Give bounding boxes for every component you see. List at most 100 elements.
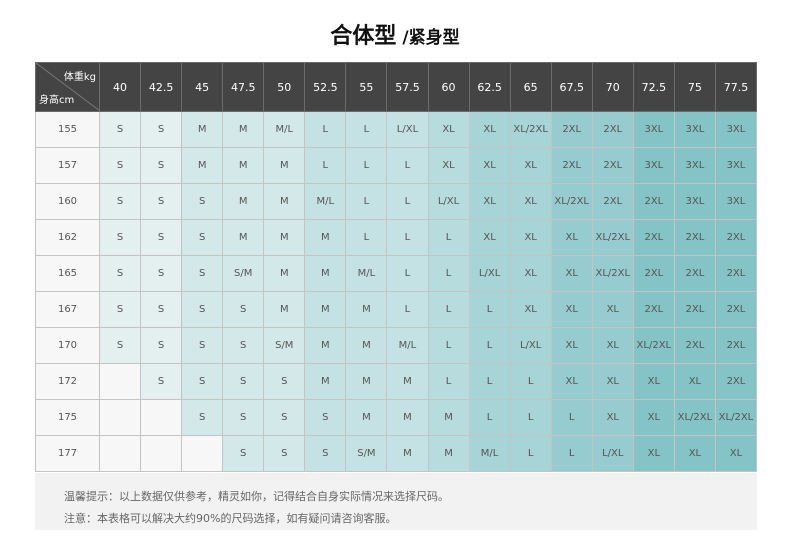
table-row: 157 S S M M M L L L XL XL XL 2XL 2XL 3XL 3XL 3XL xyxy=(35,147,758,184)
weight-header: 47.5 xyxy=(222,62,265,112)
size-cell: 2XL xyxy=(714,219,758,256)
size-cell: XL xyxy=(509,219,552,256)
size-cell: 3XL xyxy=(714,111,758,148)
size-cell: S xyxy=(181,183,224,220)
size-cell: S xyxy=(181,255,224,292)
size-cell: 2XL xyxy=(714,291,758,328)
size-cell: M/L xyxy=(386,327,429,364)
size-cell: M xyxy=(263,147,306,184)
size-cell: 2XL xyxy=(591,147,634,184)
size-cell: S xyxy=(181,399,224,436)
size-cell: M/L xyxy=(263,111,306,148)
height-cell: 170 xyxy=(35,327,100,364)
size-cell: M xyxy=(345,327,388,364)
size-cell: L xyxy=(386,219,429,256)
size-cell: M xyxy=(222,147,265,184)
size-cell: M xyxy=(222,219,265,256)
size-cell: M/L xyxy=(345,255,388,292)
size-cell: L xyxy=(427,327,470,364)
size-cell: XL xyxy=(550,219,593,256)
size-cell xyxy=(181,435,224,472)
size-cell: 2XL xyxy=(714,327,758,364)
weight-header: 72.5 xyxy=(632,62,675,112)
height-cell: 177 xyxy=(35,435,100,472)
weight-header: 40 xyxy=(98,62,142,112)
size-cell: S xyxy=(181,291,224,328)
size-cell: M xyxy=(263,183,306,220)
size-cell: S xyxy=(263,399,306,436)
size-cell: XL xyxy=(468,183,511,220)
size-cell: XL xyxy=(509,291,552,328)
size-cell: L xyxy=(509,435,552,472)
height-cell: 175 xyxy=(35,399,100,436)
weight-header: 42.5 xyxy=(140,62,183,112)
size-cell: XL xyxy=(632,363,675,400)
size-cell: M xyxy=(263,219,306,256)
size-cell: 3XL xyxy=(632,147,675,184)
size-cell: S xyxy=(304,435,347,472)
size-cell: XL xyxy=(591,399,634,436)
height-label: 身高cm xyxy=(39,95,75,106)
size-cell: M xyxy=(222,111,265,148)
size-cell: M xyxy=(222,183,265,220)
weight-header: 57.5 xyxy=(386,62,429,112)
size-cell: M xyxy=(181,147,224,184)
size-cell: 3XL xyxy=(632,111,675,148)
size-cell: S xyxy=(140,327,183,364)
size-cell: 2XL xyxy=(632,255,675,292)
size-cell: L xyxy=(468,327,511,364)
size-cell: 2XL xyxy=(714,255,758,292)
size-cell: S xyxy=(98,147,142,184)
size-cell: S xyxy=(181,363,224,400)
size-cell: XL xyxy=(591,363,634,400)
size-cell: S xyxy=(98,291,142,328)
size-cell: L xyxy=(304,111,347,148)
size-cell: L xyxy=(345,147,388,184)
size-cell: S xyxy=(98,327,142,364)
size-cell: XL/2XL xyxy=(714,399,758,436)
size-cell: 2XL xyxy=(591,111,634,148)
size-chart-table: 体重kg 身高cm 40 42.5 45 47.5 50 52.5 55 57.5 60 62.5… xyxy=(35,62,758,472)
size-cell: XL xyxy=(550,291,593,328)
size-cell: L xyxy=(468,291,511,328)
size-cell: L xyxy=(468,399,511,436)
table-row: 155 S S M M M/L L L L/XL XL XL XL/2XL 2XL 2XL 3XL 3XL 3X… xyxy=(35,111,758,148)
size-cell xyxy=(140,435,183,472)
size-cell: M xyxy=(386,363,429,400)
size-cell: XL xyxy=(427,111,470,148)
size-cell: XL xyxy=(632,399,675,436)
size-cell: XL xyxy=(550,255,593,292)
height-cell: 157 xyxy=(35,147,100,184)
size-cell: 3XL xyxy=(714,147,758,184)
size-cell: S xyxy=(98,255,142,292)
height-cell: 165 xyxy=(35,255,100,292)
height-cell: 162 xyxy=(35,219,100,256)
weight-header: 62.5 xyxy=(468,62,511,112)
size-cell: XL xyxy=(591,291,634,328)
note-text: 注意：本表格可以解决大约90%的尺码选择，如有疑问请咨询客服。 xyxy=(64,512,397,525)
size-cell: L xyxy=(427,291,470,328)
size-cell: S xyxy=(140,147,183,184)
size-cell: M xyxy=(263,291,306,328)
size-cell: L xyxy=(345,111,388,148)
size-cell xyxy=(98,363,142,400)
size-cell: L xyxy=(427,363,470,400)
size-cell: XL xyxy=(550,363,593,400)
height-cell: 155 xyxy=(35,111,100,148)
size-cell: M xyxy=(345,363,388,400)
size-cell: M xyxy=(304,363,347,400)
size-cell: S xyxy=(98,111,142,148)
size-cell: S xyxy=(181,219,224,256)
size-cell: M xyxy=(181,111,224,148)
size-cell xyxy=(98,435,142,472)
size-cell: L xyxy=(386,291,429,328)
size-cell xyxy=(98,399,142,436)
size-cell: XL/2XL xyxy=(591,255,634,292)
size-cell: S xyxy=(140,363,183,400)
size-cell: M/L xyxy=(304,183,347,220)
size-cell: XL/2XL xyxy=(632,327,675,364)
weight-label: 体重kg xyxy=(63,72,96,83)
size-cell: XL xyxy=(468,111,511,148)
header-row: 体重kg 身高cm 40 42.5 45 47.5 50 52.5 55 57.5 60 62.5… xyxy=(35,62,758,112)
size-cell: S xyxy=(222,399,265,436)
